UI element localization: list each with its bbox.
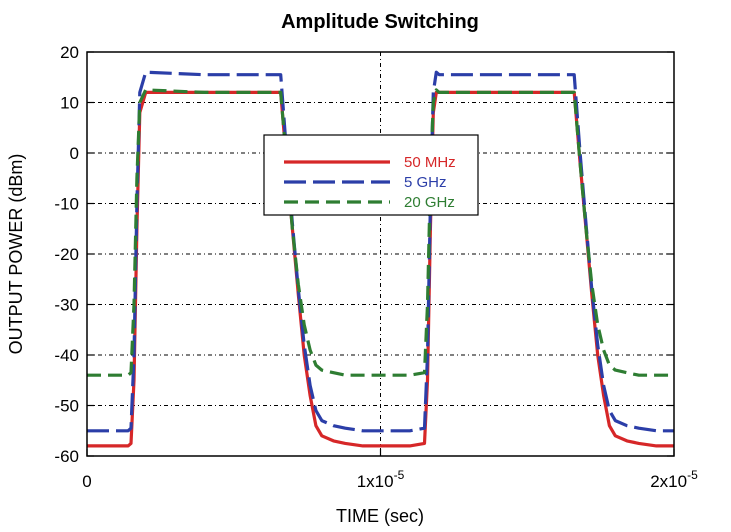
y-tick-label: 20 xyxy=(60,43,79,62)
y-tick-label: 0 xyxy=(70,144,79,163)
x-tick-label: 2x10-5 xyxy=(650,468,698,491)
series-line-20-ghz xyxy=(87,88,674,377)
y-tick-label: -60 xyxy=(54,447,79,466)
series-line-5-ghz xyxy=(87,70,674,433)
y-tick-label: -40 xyxy=(54,346,79,365)
x-axis-label: TIME (sec) xyxy=(336,506,424,526)
y-tick-label: -30 xyxy=(54,296,79,315)
legend: 50 MHz 5 GHz 20 GHz xyxy=(263,134,479,216)
legend-label: 5 GHz xyxy=(404,174,447,191)
series-line-50-mhz xyxy=(87,90,674,448)
y-tick-label: -20 xyxy=(54,245,79,264)
x-axis-ticks: 0 1x10-5 2x10-5 xyxy=(82,449,698,491)
series-layer xyxy=(87,70,674,448)
y-tick-label: 10 xyxy=(60,94,79,113)
x-tick-label: 1x10-5 xyxy=(357,468,405,491)
y-axis-label: OUTPUT POWER (dBm) xyxy=(6,154,26,355)
y-tick-label: -50 xyxy=(54,397,79,416)
legend-label: 50 MHz xyxy=(404,154,456,171)
x-tick-label: 0 xyxy=(82,472,91,491)
y-tick-label: -10 xyxy=(54,195,79,214)
chart-title: Amplitude Switching xyxy=(281,11,479,33)
legend-label: 20 GHz xyxy=(404,194,455,211)
y-axis-ticks: 20 10 0 -10 -20 -30 -40 -50 -60 xyxy=(54,43,674,466)
